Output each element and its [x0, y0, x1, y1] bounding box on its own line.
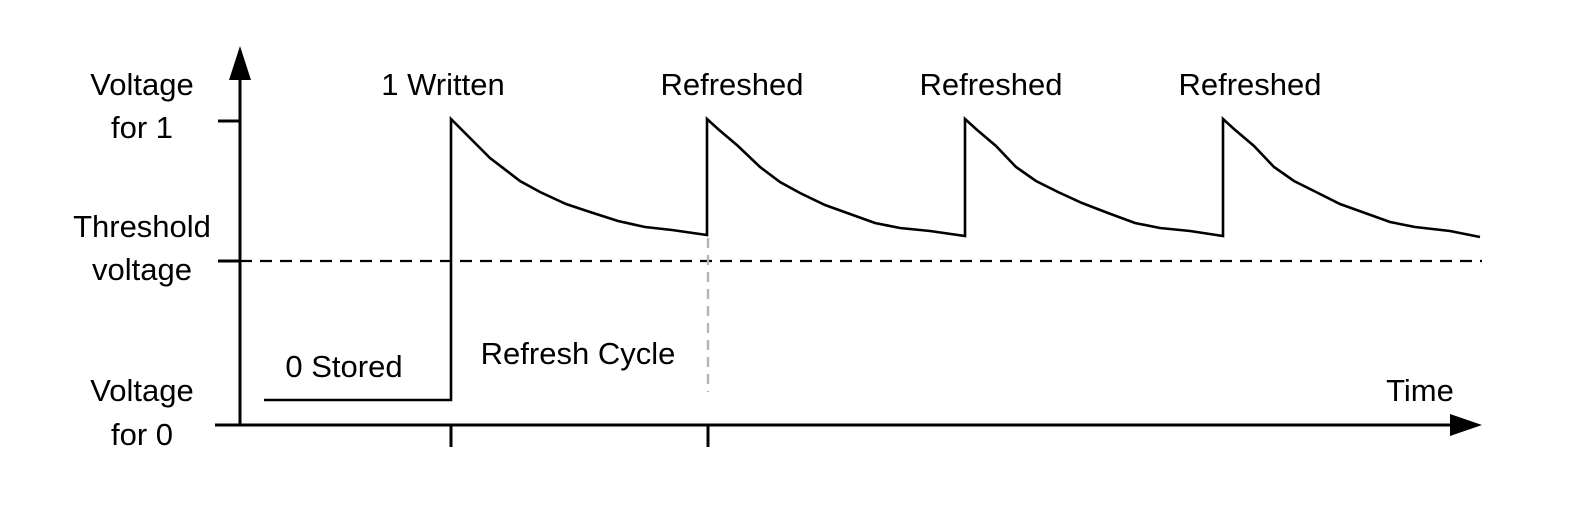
- event-refreshed-label-1: Refreshed: [660, 67, 803, 102]
- event-refreshed-label-3: Refreshed: [1178, 67, 1321, 102]
- refresh-cycle-label: Refresh Cycle: [481, 336, 676, 371]
- label-threshold-line1: Threshold: [73, 209, 211, 244]
- label-voltage-for-0-line2: for 0: [111, 417, 173, 452]
- axes: [215, 46, 1482, 447]
- label-voltage-for-1-line2: for 1: [111, 110, 173, 145]
- y-axis-arrowhead: [229, 46, 251, 80]
- voltage-signal: [264, 115, 1481, 402]
- event-written-label: 1 Written: [381, 67, 504, 102]
- x-axis-label: Time: [1386, 373, 1454, 408]
- event-refreshed-label-2: Refreshed: [919, 67, 1062, 102]
- label-voltage-for-0-line1: Voltage: [90, 373, 193, 408]
- x-axis-arrowhead: [1450, 414, 1482, 436]
- stored-zero-label: 0 Stored: [285, 349, 402, 384]
- label-voltage-for-1-line1: Voltage: [90, 67, 193, 102]
- label-threshold-line2: voltage: [92, 252, 192, 287]
